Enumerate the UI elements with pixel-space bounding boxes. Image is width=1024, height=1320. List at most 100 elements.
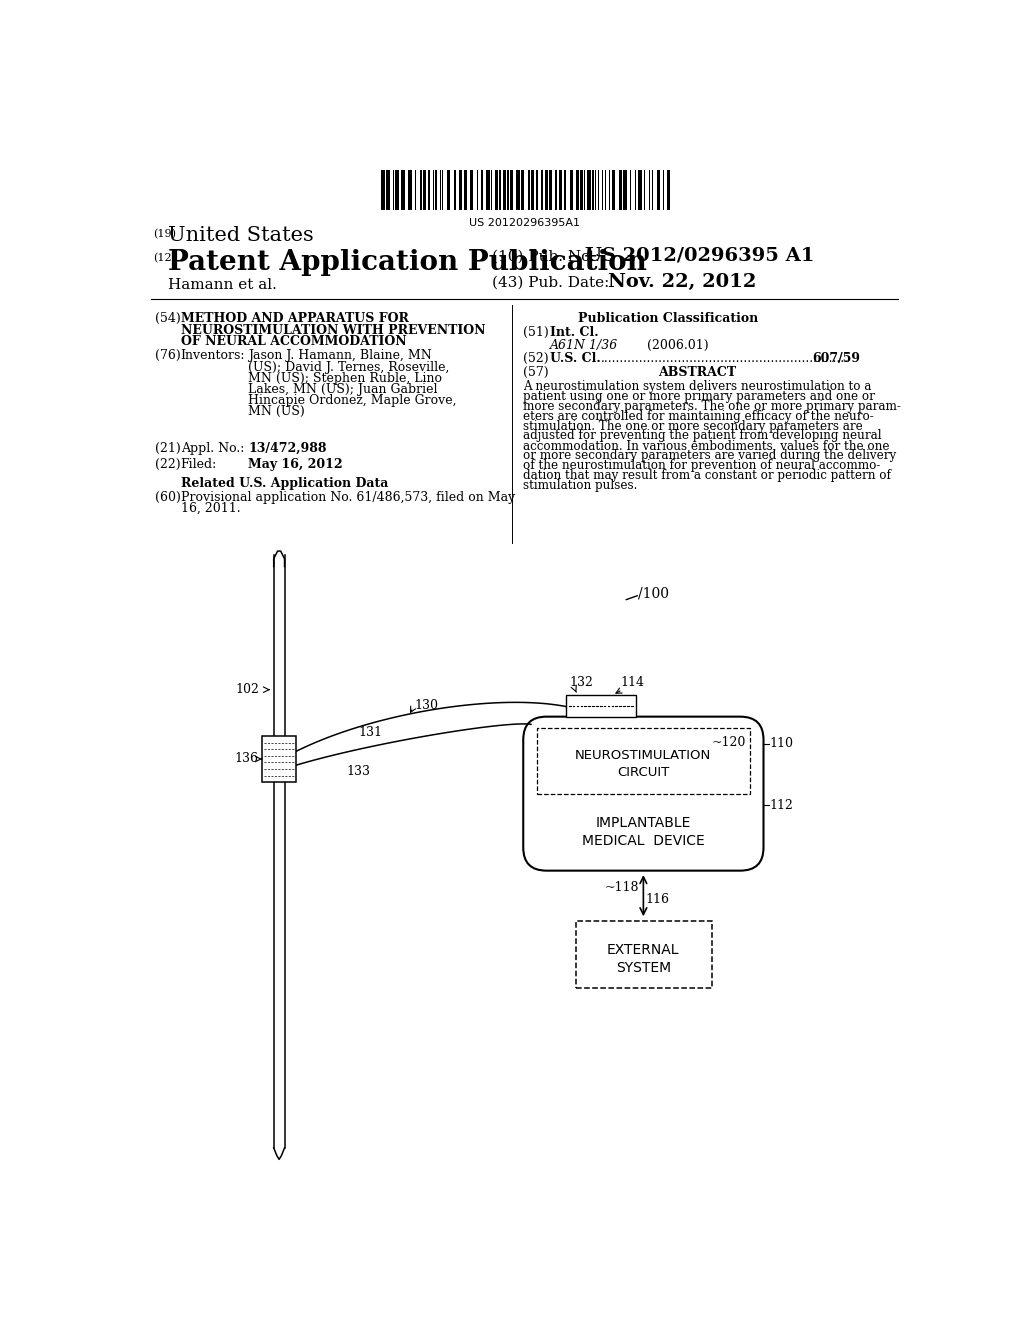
Text: stimulation. The one or more secondary parameters are: stimulation. The one or more secondary p… (523, 420, 863, 433)
Bar (460, 170, 462, 210)
Bar (649, 170, 650, 210)
Bar (499, 170, 501, 210)
Text: ~120: ~120 (712, 735, 745, 748)
Text: of the neurostimulation for prevention of neural accommo-: of the neurostimulation for prevention o… (523, 459, 881, 473)
Bar (663, 170, 664, 210)
Bar (432, 170, 434, 210)
Text: (22): (22) (155, 458, 181, 471)
Bar (604, 170, 606, 210)
Bar (386, 170, 389, 210)
Bar (592, 170, 594, 210)
Bar (564, 170, 566, 210)
Text: 116: 116 (646, 894, 670, 907)
Text: MN (US): MN (US) (248, 405, 305, 418)
Bar (536, 170, 539, 210)
Bar (668, 170, 670, 210)
Bar (504, 170, 506, 210)
Bar (630, 170, 632, 210)
Text: 110: 110 (770, 737, 794, 750)
Text: EXTERNAL: EXTERNAL (607, 942, 680, 957)
Text: Int. Cl.: Int. Cl. (550, 326, 599, 339)
Text: ~118: ~118 (605, 880, 640, 894)
Text: 13/472,988: 13/472,988 (248, 442, 327, 455)
Text: CIRCUIT: CIRCUIT (617, 767, 670, 779)
Text: dation that may result from a constant or periodic pattern of: dation that may result from a constant o… (523, 469, 891, 482)
Text: 102: 102 (236, 684, 260, 696)
Text: A61N 1/36: A61N 1/36 (550, 339, 618, 351)
Bar (516, 170, 520, 210)
Text: IMPLANTABLE: IMPLANTABLE (596, 816, 691, 830)
Text: accommodation. In various embodiments, values for the one: accommodation. In various embodiments, v… (523, 440, 890, 453)
Text: A neurostimulation system delivers neurostimulation to a: A neurostimulation system delivers neuro… (523, 380, 871, 393)
Bar (490, 170, 492, 210)
Bar (575, 170, 579, 210)
Bar (528, 170, 530, 210)
Bar (423, 170, 426, 210)
Text: 114: 114 (621, 676, 644, 689)
Text: Nov. 22, 2012: Nov. 22, 2012 (608, 273, 757, 292)
Bar (559, 170, 561, 210)
Text: Inventors:: Inventors: (180, 350, 245, 363)
Bar (510, 170, 513, 210)
Text: (19): (19) (153, 230, 176, 239)
Text: MEDICAL  DEVICE: MEDICAL DEVICE (582, 834, 705, 849)
Text: 112: 112 (770, 799, 794, 812)
Bar (602, 170, 603, 210)
Text: US 20120296395A1: US 20120296395A1 (469, 218, 581, 227)
Bar (611, 170, 615, 210)
Text: more secondary parameters. The one or more primary param-: more secondary parameters. The one or mo… (523, 400, 901, 413)
Text: (43) Pub. Date:: (43) Pub. Date: (493, 276, 609, 289)
Text: METHOD AND APPARATUS FOR: METHOD AND APPARATUS FOR (180, 313, 409, 326)
Text: (51): (51) (523, 326, 549, 339)
Bar (428, 170, 430, 210)
Text: (21): (21) (155, 442, 181, 455)
Text: 133: 133 (346, 764, 371, 777)
Bar (401, 170, 404, 210)
Text: U.S. Cl.: U.S. Cl. (550, 352, 601, 366)
Bar (435, 170, 437, 210)
Text: patient using one or more primary parameters and one or: patient using one or more primary parame… (523, 389, 876, 403)
Text: Publication Classification: Publication Classification (578, 313, 758, 326)
Bar (584, 170, 585, 210)
Text: (52): (52) (523, 352, 549, 366)
Bar (635, 170, 636, 210)
Bar (481, 170, 482, 210)
Bar (595, 170, 597, 210)
Text: (76): (76) (155, 350, 181, 363)
Text: (12): (12) (153, 253, 176, 264)
Text: OF NEURAL ACCOMMODATION: OF NEURAL ACCOMMODATION (180, 335, 407, 347)
Bar (657, 170, 660, 210)
Bar (566, 696, 636, 717)
Bar (395, 170, 399, 210)
Bar (393, 170, 394, 210)
Text: (54): (54) (155, 313, 181, 326)
Text: /100: /100 (638, 586, 669, 601)
Text: (57): (57) (523, 367, 549, 379)
Text: (60): (60) (155, 491, 181, 504)
Bar (470, 170, 473, 210)
Bar (575, 921, 712, 989)
Text: Provisional application No. 61/486,573, filed on May: Provisional application No. 61/486,573, … (180, 491, 515, 504)
Text: Patent Application Publication: Patent Application Publication (168, 249, 647, 276)
Bar (464, 170, 467, 210)
Bar (381, 170, 385, 210)
Text: eters are controlled for maintaining efficacy of the neuro-: eters are controlled for maintaining eff… (523, 409, 874, 422)
Text: Related U.S. Application Data: Related U.S. Application Data (180, 478, 388, 490)
Bar (409, 170, 412, 210)
Text: NEUROSTIMULATION: NEUROSTIMULATION (575, 748, 712, 762)
Bar (477, 170, 478, 210)
Text: 131: 131 (358, 726, 382, 739)
Bar (609, 170, 610, 210)
Text: (US); David J. Ternes, Roseville,: (US); David J. Ternes, Roseville, (248, 360, 450, 374)
Bar (587, 170, 591, 210)
Text: (10) Pub. No.:: (10) Pub. No.: (493, 249, 600, 263)
Bar (531, 170, 534, 210)
Text: stimulation pulses.: stimulation pulses. (523, 479, 638, 492)
Text: 607/59: 607/59 (812, 352, 860, 366)
Text: 16, 2011.: 16, 2011. (180, 502, 241, 515)
Bar (581, 170, 583, 210)
Bar (569, 170, 573, 210)
Text: Hamann et al.: Hamann et al. (168, 277, 278, 292)
Text: ABSTRACT: ABSTRACT (658, 367, 736, 379)
Bar (415, 170, 417, 210)
